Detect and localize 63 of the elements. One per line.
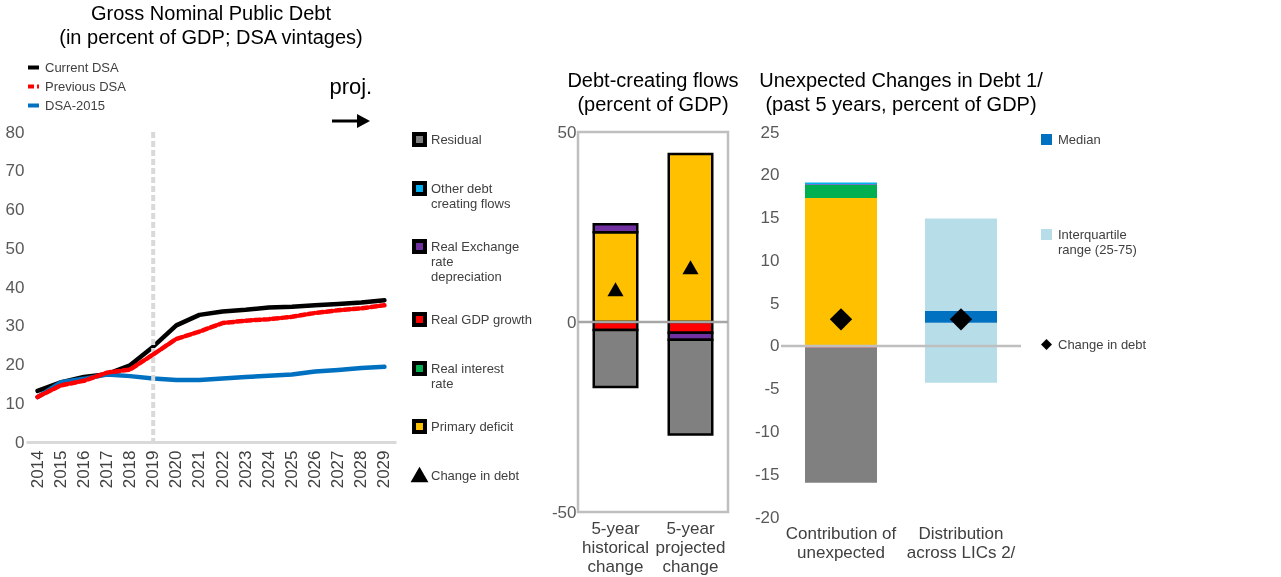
x-tick-label: 5-year historical change <box>581 518 650 576</box>
x-tick-label: 2025 <box>281 450 301 489</box>
x-tick-label: 5-year projected change <box>655 518 726 576</box>
legend-label: Real interest rate <box>431 360 505 391</box>
y-tick-label: 10 <box>5 393 25 413</box>
x-tick-label: 2024 <box>258 450 278 489</box>
x-tick-label: 2020 <box>166 450 186 489</box>
x-tick-label: 2026 <box>305 450 325 489</box>
y-tick-label: 40 <box>5 277 25 297</box>
legend-label: Change in debt <box>431 467 520 483</box>
chart-title: Debt-creating flows <box>567 69 739 91</box>
legend-label: Real GDP growth <box>431 311 532 327</box>
text: proj. <box>329 74 373 99</box>
legend-label: DSA-2015 <box>45 97 105 113</box>
x-tick-label: 2027 <box>328 450 348 489</box>
chart-title: Unexpected Changes in Debt 1/ <box>759 69 1044 91</box>
y-tick-label: -20 <box>754 507 780 527</box>
legend-label: Residual <box>431 131 482 147</box>
chart-subtitle: (percent of GDP) <box>577 93 729 115</box>
x-tick-label: 2015 <box>50 450 70 489</box>
y-tick-label: 0 <box>15 432 25 452</box>
y-tick-label: 50 <box>5 238 25 258</box>
chart-subtitle: (past 5 years, percent of GDP) <box>765 93 1037 115</box>
chart-subtitle: (in percent of GDP; DSA vintages) <box>59 26 363 48</box>
y-tick-label: -10 <box>754 421 780 441</box>
legend-label: Interquartile range (25-75) <box>1058 226 1137 257</box>
x-tick-label: 2018 <box>120 450 140 489</box>
y-tick-label: 80 <box>5 122 25 142</box>
y-tick-label: 70 <box>5 161 25 181</box>
y-tick-label: -15 <box>754 464 780 484</box>
x-tick-label: 2017 <box>96 450 116 489</box>
chart-title: Gross Nominal Public Debt <box>90 2 332 24</box>
x-tick-label: 2016 <box>73 450 93 489</box>
y-tick-label: 5 <box>770 293 780 313</box>
legend-label: Previous DSA <box>45 78 127 94</box>
y-tick-label: 50 <box>557 122 577 142</box>
legend-label: Other debt creating flows <box>431 180 511 211</box>
x-tick-label: 2014 <box>27 450 47 489</box>
legend-label: Median <box>1058 131 1101 147</box>
x-tick-label: 2022 <box>212 450 232 489</box>
legend-label: Current DSA <box>45 59 120 75</box>
y-tick-label: 30 <box>5 316 25 336</box>
y-tick-label: 20 <box>5 355 25 374</box>
legend-label: Real Exchange rate depreciation <box>431 238 520 284</box>
x-tick-label: 2019 <box>143 450 163 489</box>
y-tick-label: 60 <box>5 200 25 219</box>
x-tick-label: 2023 <box>235 450 255 489</box>
y-tick-label: -5 <box>764 379 780 399</box>
y-tick-label: -50 <box>551 502 577 522</box>
y-tick-label: 0 <box>567 312 577 332</box>
x-tick-label: 2028 <box>351 450 371 489</box>
bar <box>667 152 714 324</box>
legend-label: Change in debt <box>1058 336 1147 352</box>
x-tick-label: 2021 <box>189 450 209 489</box>
x-tick-label: Contribution of unexpected <box>785 523 897 562</box>
legend-label: Primary deficit <box>431 418 514 434</box>
y-tick-label: 10 <box>760 250 780 270</box>
y-tick-label: 0 <box>770 336 780 356</box>
x-tick-label: Distribution across LICs 2/ <box>906 523 1016 562</box>
x-tick-label: 2029 <box>374 450 394 489</box>
y-tick-label: 25 <box>760 122 780 142</box>
y-tick-label: 15 <box>760 208 780 228</box>
y-tick-label: 20 <box>760 165 780 185</box>
